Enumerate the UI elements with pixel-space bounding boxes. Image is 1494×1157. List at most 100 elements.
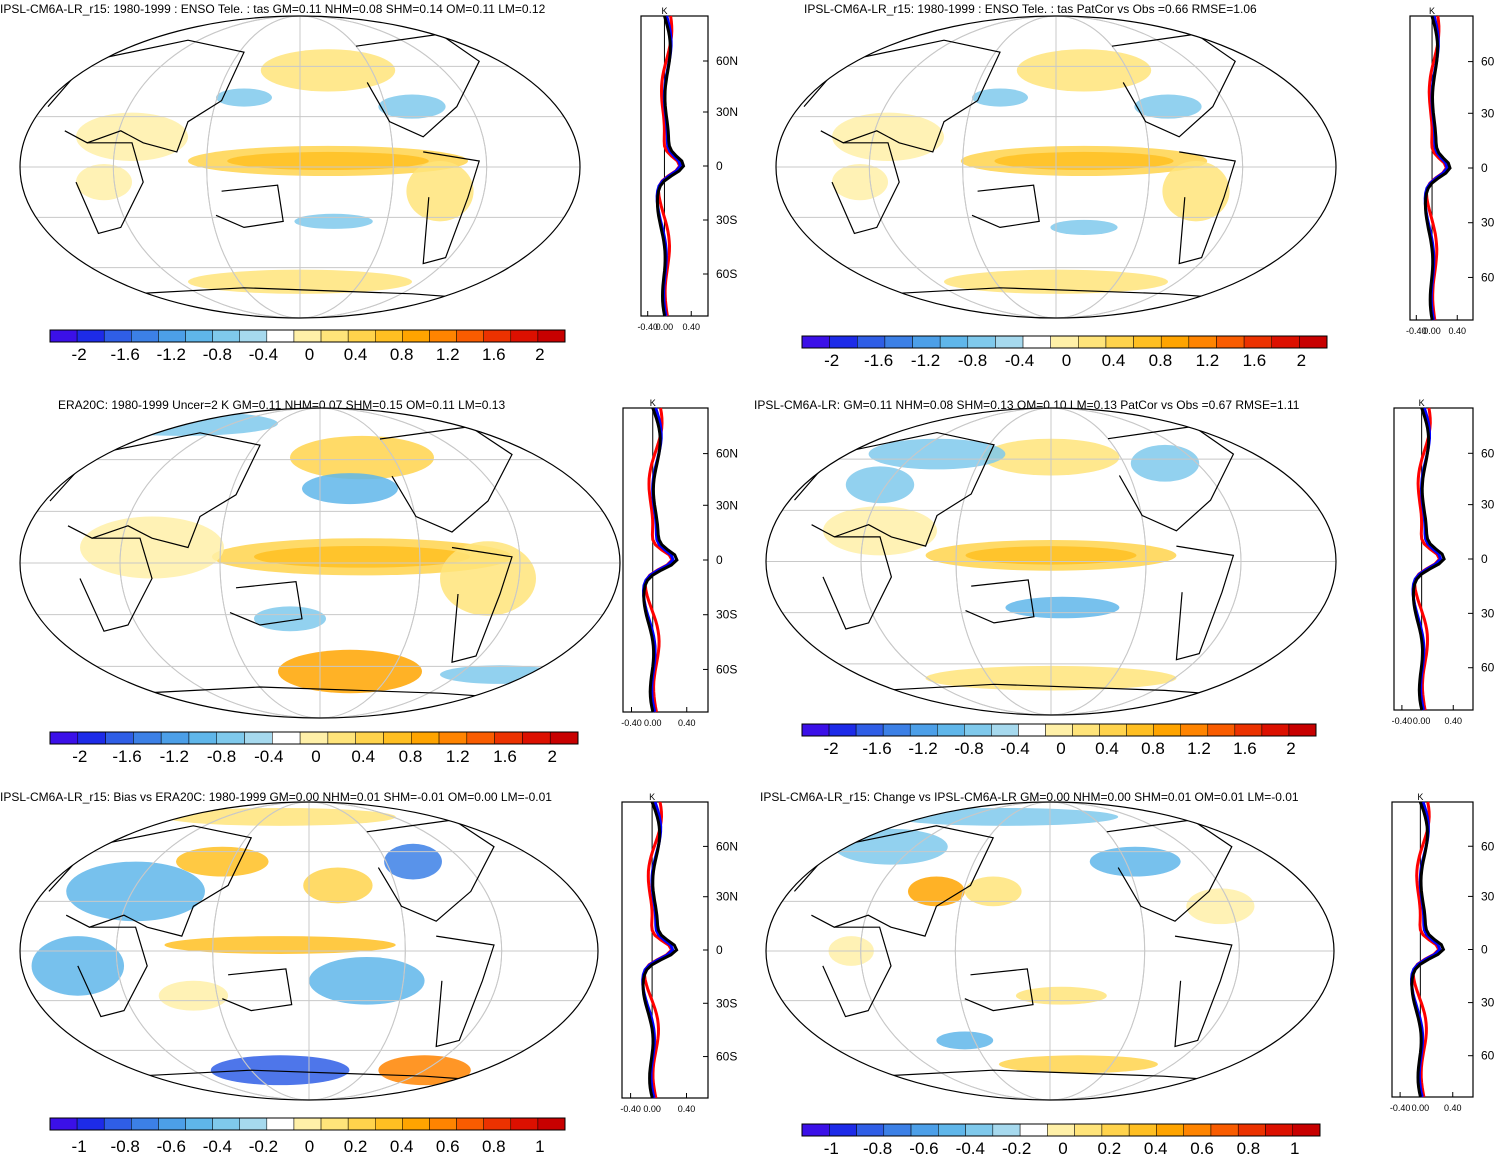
colorbar-label: -0.8 [203,345,232,364]
lat-label: 60S [716,662,737,676]
colorbar-label: 0.2 [1098,1139,1122,1157]
x-tick-label: 0.40 [1444,716,1462,726]
colorbar-swatch [910,1123,939,1137]
meridian-line [860,802,1240,1100]
coastline [793,825,995,937]
profile-line-black [641,801,679,1099]
map-fill [20,802,598,1100]
lat-label: 0 [716,159,723,173]
anomaly-region [868,438,1006,470]
colorbar-swatch [992,1123,1021,1137]
colorbar-4: -2 -1.6 -1.2 -0.8 -0.4 0 0.4 0.8 1.2 1.6 2 [801,723,1317,758]
colorbar-swatch [347,329,376,343]
colorbar-swatch [188,731,217,745]
colorbar-swatch [937,723,965,737]
colorbar-swatch [1271,335,1300,349]
x-tick-label: -0.40 [620,1104,641,1114]
colorbar-label: 0.8 [399,747,423,766]
anomaly-region [294,213,373,229]
colorbar-swatch [1022,335,1051,349]
colorbar-swatch [375,329,403,343]
meridian-line [962,16,1150,318]
anomaly-region [1134,94,1202,119]
colorbar-swatch [1292,1123,1321,1137]
colorbar-swatch [909,723,938,737]
lat-label: 30N [1481,889,1494,903]
meridian-line [115,802,503,1100]
lat-label: 0 [1481,943,1488,957]
colorbar-label: 2 [547,747,556,766]
coastline [77,926,148,1018]
colorbar-label: -1 [72,1137,87,1156]
colorbar-swatch [884,335,913,349]
anomaly-region [1015,986,1107,1005]
lat-label: 30S [1481,606,1494,620]
colorbar-label: 0.4 [1144,1139,1168,1157]
anomaly-region [227,151,429,171]
colorbar-label: -1.2 [157,345,186,364]
colorbar-label: 0.2 [344,1137,368,1156]
coastline [803,39,1001,153]
colorbar-label: 1.6 [1233,739,1257,758]
colorbar-swatch [244,731,273,745]
colorbar-swatch [1045,723,1073,737]
anomaly-region [998,1055,1158,1074]
coastline [451,546,513,663]
colorbar-swatch [1216,335,1245,349]
coastline [1174,935,1233,1048]
lat-label: 0 [716,943,723,957]
profile-unit: K [661,6,667,16]
colorbar-swatch [185,329,213,343]
profile-frame [1393,407,1474,711]
colorbar-label: 0.6 [436,1137,460,1156]
anomaly-region [406,160,474,222]
colorbar-swatch [185,1117,213,1131]
colorbar-label: 1.2 [446,747,470,766]
colorbar-swatch [1288,723,1317,737]
colorbar-label: 0.4 [1102,351,1126,370]
colorbar-2: -2 -1.6 -1.2 -0.8 -0.4 0 0.4 0.8 1.2 1.6 2 [801,335,1328,370]
colorbar-label: 1.6 [1243,351,1267,370]
lat-label: 60N [716,839,738,853]
colorbar-label: -0.6 [157,1137,186,1156]
x-tick-label: -0.40 [1390,1103,1411,1113]
anomaly-region [309,956,425,1005]
lat-label: 30N [716,105,738,119]
lat-label: 30N [716,498,738,512]
colorbar-label: 0 [1062,351,1071,370]
colorbar-label: 0 [311,747,320,766]
anomaly-region [1005,596,1120,619]
colorbar-label: -0.8 [863,1139,892,1157]
coastline [435,935,495,1048]
colorbar-swatch [1047,1123,1075,1137]
panel-title: IPSL-CM6A-LR_r15: 1980-1999 : ENSO Tele.… [0,2,546,16]
colorbar-swatch [1234,723,1263,737]
colorbar-label: -1.2 [911,351,940,370]
anomaly-region [1050,219,1118,235]
coastline [822,926,892,1018]
colorbar-frame [801,335,1328,349]
x-tick-label: 0.00 [644,718,662,728]
map-border [19,801,599,1101]
colorbar-swatch [355,731,384,745]
lat-label: 60S [1481,661,1494,675]
map-3 [19,407,621,719]
colorbar-swatch [293,329,322,343]
colorbar-swatch [77,731,106,745]
coastline [794,431,995,547]
colorbar-swatch [1019,1123,1048,1137]
map-4 [765,407,1337,716]
colorbar-swatch [131,329,159,343]
colorbar-swatch [483,329,512,343]
panel-title: ERA20C: 1980-1999 Uncer=2 K GM=0.11 NHM=… [58,398,506,412]
profile-unit: K [649,792,655,802]
colorbar-label: -0.8 [954,739,983,758]
colorbar-swatch [967,335,996,349]
colorbar-swatch [320,1117,349,1131]
colorbar-frame [801,723,1317,737]
colorbar-swatch [383,731,412,745]
panel-title: IPSL-CM6A-LR_r15: 1980-1999 : ENSO Tele.… [804,2,1257,16]
x-tick-label: -0.40 [637,322,658,332]
colorbar-swatch [438,731,468,745]
